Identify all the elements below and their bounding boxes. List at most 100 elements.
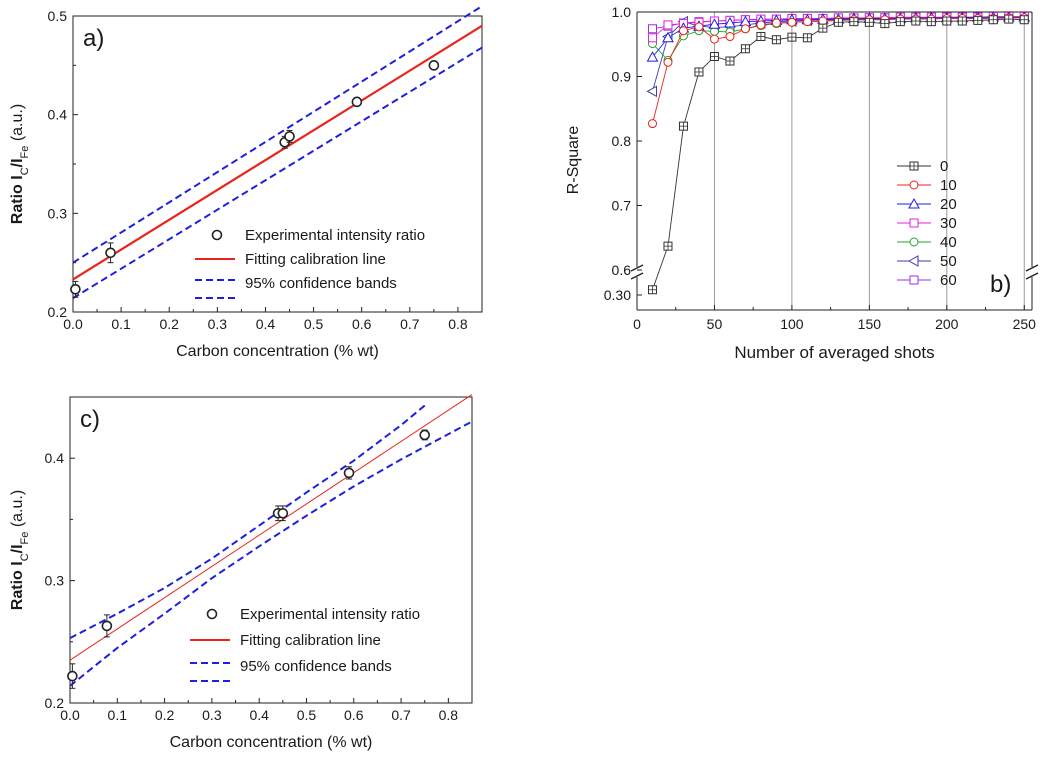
legend-label: 95% confidence bands [240,658,392,675]
x-axis-title: Carbon concentration (% wt) [170,734,373,751]
plot-frame [69,396,473,704]
data-point [709,34,719,44]
x-tick-label: 0.2 [160,316,180,332]
data-point [351,96,363,108]
x-tick-label: 0.6 [344,707,364,723]
data-point [802,17,812,27]
data-point [419,429,431,441]
legend-marker [909,180,919,190]
panel-b-chart: 0.300.60.70.80.91.00 50 100 150 200 250Number… [565,4,1039,362]
y-axis-title: Ratio IC/IFe (a.u.) [9,490,31,610]
x-tick-label: 0.3 [202,707,222,723]
axis-break-mark [1025,272,1039,280]
data-point [663,20,673,30]
x-tick-label: 0.1 [108,707,128,723]
data-point [646,51,659,62]
y-axis-title-part: (a.u.) [9,490,26,532]
panel-label: b) [990,271,1011,298]
legend-label: 10 [940,177,957,194]
series-line [652,16,1025,92]
data-point [662,31,674,43]
data-point [343,467,355,479]
y-tick-label: 0.30 [604,287,631,303]
legend: Experimental intensity ratio Fitting cali… [195,227,425,299]
x-tick-label: 0.0 [60,707,80,723]
x-tick-label: 0.5 [304,316,324,332]
data-point [787,17,797,27]
y-axis-title-part: /I [9,158,26,167]
legend: Experimental intensity ratio Fitting cali… [190,606,420,682]
x-tick-label: 0.8 [439,707,459,723]
x-tick-label: 0 [633,316,641,332]
legend-label: 40 [940,234,957,251]
y-tick-label: 0.7 [612,198,632,214]
panel-label: c) [80,406,100,433]
legend-label: 0 [940,158,948,175]
series-line [652,17,1025,124]
data-point [708,18,721,29]
y-axis-title-subscript: C [19,167,31,175]
x-tick-label: 150 [858,316,882,332]
y-tick-label: 0.8 [612,133,632,149]
fitting-calibration-line [69,394,473,661]
y-axis-title-part: (a.u.) [9,104,26,146]
panel-label: a) [83,25,104,52]
y-axis-title-subscript: C [19,553,31,561]
x-tick-label: 0.4 [256,316,276,332]
upper-confidence-band [72,5,483,264]
data-point [647,33,657,43]
data-point [70,284,81,295]
series-line [652,18,1025,290]
x-tick-label: 0.7 [391,707,411,723]
legend-marker-points [211,229,223,241]
data-point [105,247,116,259]
y-axis-title-part: Ratio I [9,175,26,224]
panel-a-chart: 0.0 0.1 0.2 0.3 0.4 0.5 0.6 0.7 0.8 0.2 0.3 0.4 0.5 C… [9,5,483,360]
legend-marker-points [206,608,218,620]
x-tick-label: 50 [707,316,723,332]
x-tick-label: 0.8 [448,316,468,332]
x-tick-label: 200 [935,316,959,332]
y-tick-label: 0.4 [48,107,68,123]
y-tick-label: 0.2 [45,695,65,711]
data-point [740,24,750,34]
panel-c-chart: 0.0 0.1 0.2 0.3 0.4 0.5 0.6 0.7 0.8 0.2 0.3 0.4 Carb… [9,394,473,751]
y-tick-label: 0.6 [612,262,632,278]
y-axis-title-subscript: Fe [19,146,31,159]
data-point [756,20,766,30]
data-point [647,119,657,129]
axis-break-mark [630,264,644,272]
y-tick-label: 0.4 [45,450,65,466]
y-tick-label: 0.2 [48,304,68,320]
legend-marker [907,255,919,267]
upper-confidence-band [69,404,426,640]
data-point [428,60,440,71]
data-point [67,670,78,682]
data-point [646,85,657,98]
y-axis-title-part: /I [9,544,26,553]
y-tick-label: 0.3 [45,573,65,589]
legend-label: Experimental intensity ratio [240,606,420,623]
legend-label: Fitting calibration line [240,632,381,649]
x-tick-label: 0.1 [111,316,131,332]
legend-label: 60 [940,272,957,289]
series-0 [647,14,1029,295]
legend: 0 10 20 30 40 50 60 [897,158,957,289]
x-tick-label: 0.5 [297,707,317,723]
y-tick-label: 1.0 [612,4,632,20]
legend-marker [909,218,919,228]
axis-break-mark [1025,264,1039,272]
legend-marker [909,275,919,285]
data-point [277,507,289,519]
data-point [724,16,736,28]
y-axis-title: R-Square [565,126,582,195]
fitting-calibration-line [72,24,483,281]
legend-marker [909,237,919,247]
x-tick-label: 100 [780,316,804,332]
x-axis-title: Carbon concentration (% wt) [176,343,379,360]
y-tick-label: 0.9 [612,69,632,85]
legend-label: 30 [940,215,957,232]
lower-confidence-band [69,420,473,687]
legend-label: 95% confidence bands [245,275,397,292]
